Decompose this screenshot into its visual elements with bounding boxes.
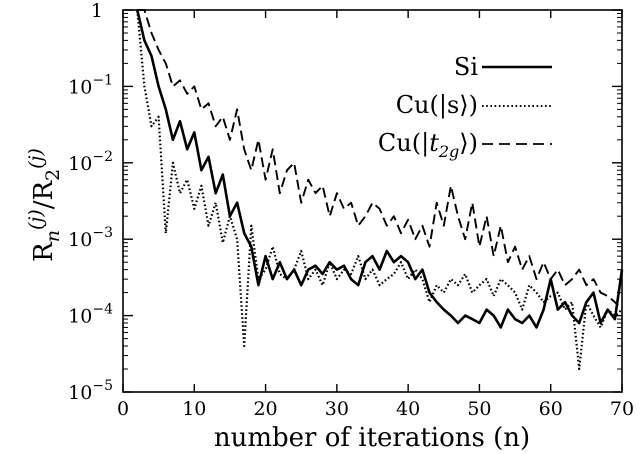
legend-cu-t2g-sub: 2g xyxy=(438,142,459,161)
y-label-sub1: n xyxy=(42,230,64,242)
y-tick-label: 10−4 xyxy=(68,302,113,328)
x-tick-label: 20 xyxy=(253,398,277,420)
y-axis-label: Rn(j)/R2(j) xyxy=(25,148,64,262)
x-tick-label: 50 xyxy=(467,398,491,420)
x-tick-label: 40 xyxy=(396,398,420,420)
y-tick-label: 10−3 xyxy=(68,225,113,251)
y-label-sub2: 2 xyxy=(42,169,64,181)
x-tick-label: 30 xyxy=(325,398,349,420)
legend: Si Cu(|s⟩) Cu(|t2g⟩) xyxy=(378,53,552,161)
y-tick-label: 1 xyxy=(91,0,103,22)
y-label-sup2: (j) xyxy=(25,148,47,169)
tick-layer: 0 10 20 30 40 50 60 70 10−5 10−4 10−3 10−2 10−1 1 xyxy=(68,0,634,420)
legend-label-cu-s: Cu(|s⟩) xyxy=(396,91,478,120)
x-axis-label: number of iterations (n) xyxy=(214,423,530,453)
x-tick-label: 70 xyxy=(610,398,634,420)
legend-cu-t2g-suffix: ⟩) xyxy=(459,129,478,157)
y-tick-label: 10−2 xyxy=(68,149,113,175)
series-layer xyxy=(136,9,624,371)
series-line-cu-s xyxy=(136,9,623,371)
series-line-si xyxy=(136,9,624,329)
y-tick-label: 10−5 xyxy=(68,378,113,404)
legend-label-cu-t2g: Cu(|t2g⟩) xyxy=(378,129,478,161)
y-label-slash: / xyxy=(29,200,59,209)
legend-cu-t2g-italic: t xyxy=(429,129,439,157)
y-label-r1: R xyxy=(29,241,59,262)
y-tick-label: 10−1 xyxy=(68,72,113,98)
legend-label-si: Si xyxy=(454,53,478,81)
x-tick-label: 60 xyxy=(539,398,563,420)
legend-cu-t2g-prefix: Cu(| xyxy=(378,129,429,158)
x-tick-label: 0 xyxy=(117,398,129,420)
plot-frame xyxy=(122,9,623,393)
y-label-r2: R xyxy=(29,180,59,201)
series-line-cu-t2g xyxy=(137,9,623,311)
y-label-sup1: (j) xyxy=(25,209,47,230)
x-tick-label: 10 xyxy=(182,398,206,420)
